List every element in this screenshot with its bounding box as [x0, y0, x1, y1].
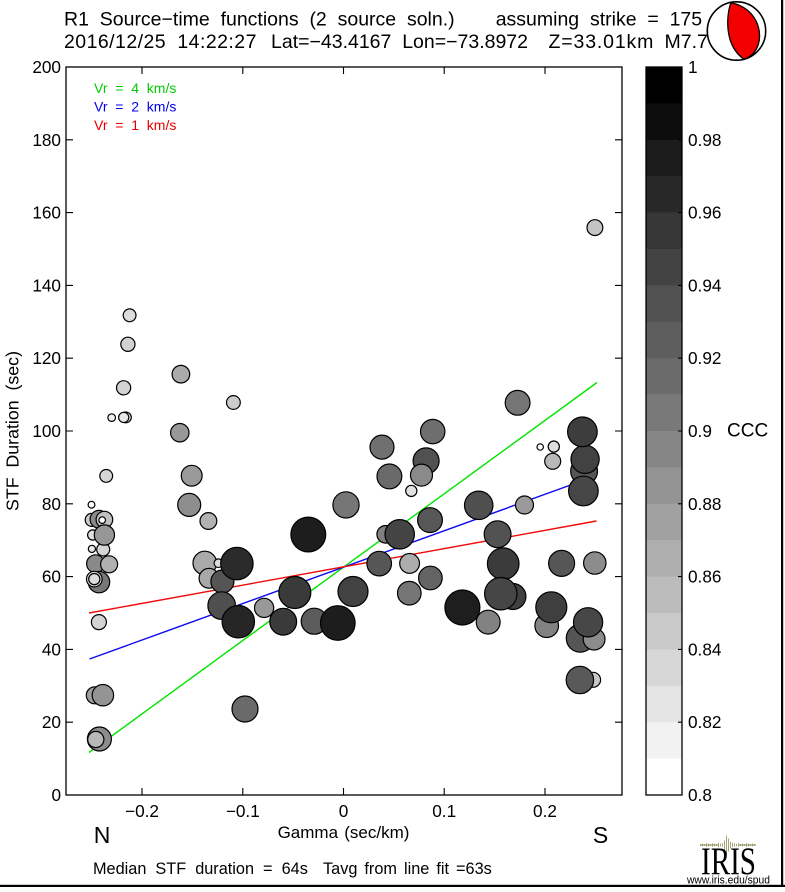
svg-text:60: 60 [42, 567, 61, 587]
svg-text:0.86: 0.86 [688, 567, 721, 587]
svg-text:Median STF duration = 64s: Median STF duration = 64s [93, 860, 308, 878]
svg-text:140: 140 [32, 275, 61, 295]
svg-text:Vr = 1 km/s: Vr = 1 km/s [94, 117, 176, 133]
svg-text:0.1: 0.1 [432, 801, 456, 821]
svg-text:20: 20 [42, 712, 61, 732]
svg-text:40: 40 [42, 639, 61, 659]
svg-text:−0.1: −0.1 [226, 801, 260, 821]
svg-text:0.82: 0.82 [688, 712, 721, 732]
svg-text:S: S [593, 822, 608, 848]
svg-text:Vr = 4 km/s: Vr = 4 km/s [94, 80, 176, 96]
svg-text:2016/12/25 14:22:27: 2016/12/25 14:22:27 [64, 31, 257, 53]
svg-text:180: 180 [32, 130, 61, 150]
svg-text:Vr = 2 km/s: Vr = 2 km/s [94, 99, 176, 115]
svg-text:R1 Source−time functions (2 so: R1 Source−time functions (2 source soln.… [64, 8, 455, 30]
svg-text:Lat=−43.4167 Lon=−73.8972: Lat=−43.4167 Lon=−73.8972 [271, 31, 528, 53]
svg-text:160: 160 [32, 203, 61, 223]
svg-text:0.88: 0.88 [688, 494, 721, 514]
svg-text:IRIS: IRIS [701, 840, 756, 883]
svg-text:1: 1 [688, 57, 698, 77]
svg-text:100: 100 [32, 421, 61, 441]
svg-text:−0.2: −0.2 [125, 801, 159, 821]
svg-text:0.92: 0.92 [688, 348, 721, 368]
svg-text:80: 80 [42, 494, 61, 514]
svg-text:0.94: 0.94 [688, 275, 722, 295]
svg-text:200: 200 [32, 57, 61, 77]
svg-text:N: N [94, 822, 111, 848]
svg-text:Gamma (sec/km): Gamma (sec/km) [278, 823, 410, 842]
svg-text:assuming strike = 175: assuming strike = 175 [496, 8, 703, 30]
svg-text:0.98: 0.98 [688, 130, 721, 150]
svg-text:Z=33.01km: Z=33.01km [549, 31, 655, 53]
svg-text:0.84: 0.84 [688, 639, 722, 659]
svg-text:0.8: 0.8 [688, 785, 712, 805]
svg-text:120: 120 [32, 348, 61, 368]
svg-text:0.96: 0.96 [688, 203, 721, 223]
svg-text:0: 0 [339, 801, 349, 821]
svg-text:0.2: 0.2 [533, 801, 557, 821]
svg-text:Tavg from line fit =63s: Tavg from line fit =63s [323, 860, 492, 878]
svg-text:M7.7: M7.7 [665, 31, 708, 53]
svg-text:0.9: 0.9 [688, 421, 712, 441]
svg-text:CCC: CCC [727, 421, 768, 442]
svg-text:0: 0 [51, 785, 61, 805]
svg-text:STF Duration (sec): STF Duration (sec) [3, 351, 23, 511]
svg-text:www.iris.edu/spud: www.iris.edu/spud [686, 875, 770, 887]
